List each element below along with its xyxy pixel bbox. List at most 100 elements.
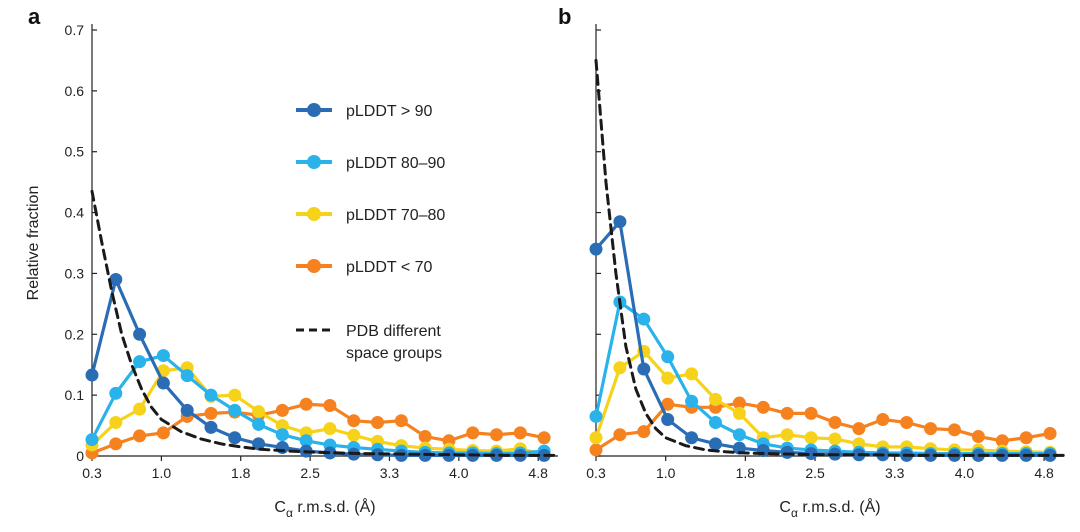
panel-letter: b [558, 4, 571, 29]
series-point [732, 396, 746, 410]
x-tick-label: 1.8 [231, 465, 251, 481]
series-point [1043, 448, 1057, 462]
series-point [971, 430, 985, 444]
series-point [637, 425, 651, 439]
series-point [637, 362, 651, 376]
series-point [299, 434, 313, 448]
x-tick-label: 4.0 [955, 465, 975, 481]
series-point [804, 447, 818, 461]
series-point [780, 406, 794, 420]
y-tick-label: 0.3 [65, 265, 85, 281]
panel-b: b 0.3 1.0 1.8 2.5 3.3 4.0 4.8 Cα r.m.s.d. (Å) [558, 4, 1066, 520]
x-tick-label: 3.3 [885, 465, 905, 481]
x-tick-label: 3.3 [380, 465, 400, 481]
series-point [109, 437, 123, 451]
series-point [589, 242, 603, 256]
y-axis-label: Relative fraction [25, 186, 42, 301]
series-point [876, 412, 890, 426]
legend-swatch-dot [307, 103, 321, 117]
legend-swatch-dot [307, 259, 321, 273]
series-point [109, 416, 123, 430]
series-point [228, 403, 242, 417]
series-point [133, 355, 147, 369]
series-point [637, 312, 651, 326]
series-point [756, 444, 770, 458]
series-point [732, 428, 746, 442]
series-point [228, 431, 242, 445]
x-tick-label: 4.8 [1034, 465, 1054, 481]
legend-swatch-dot [307, 207, 321, 221]
series-point [418, 430, 432, 444]
y-tick-label: 0 [76, 448, 84, 464]
series-point [995, 434, 1009, 448]
series-point [133, 327, 147, 341]
series-point [299, 397, 313, 411]
series-point [661, 412, 675, 426]
series-point [275, 428, 289, 442]
series-point [204, 388, 218, 402]
legend-entry: pLDDT < 70 [346, 259, 433, 276]
x-tick-label: 4.8 [528, 465, 548, 481]
series-point [252, 405, 266, 419]
series-point [109, 273, 123, 287]
series-point [732, 406, 746, 420]
x-tick-label: 0.3 [586, 465, 606, 481]
series-point [323, 422, 337, 436]
x-tick-label: 1.0 [656, 465, 676, 481]
series-point [466, 426, 480, 440]
series-point [1043, 426, 1057, 440]
panel-a: a 0 0.1 0.2 0.3 0.4 0.5 0.6 0.7 0.3 1.0 1.8 2.5 3.3 4.… [25, 4, 560, 520]
series-point [613, 215, 627, 229]
legend-entry: pLDDT 70–80 [346, 207, 445, 224]
legend-swatch-dot [307, 155, 321, 169]
y-tick-label: 0.7 [65, 22, 85, 38]
series-point [513, 426, 527, 440]
series-point [589, 443, 603, 457]
series-point [228, 388, 242, 402]
reference-line [594, 58, 1066, 457]
series-point [85, 433, 99, 447]
x-tick-label: 2.5 [300, 465, 320, 481]
series-point [275, 419, 289, 433]
x-tick-label: 0.3 [82, 465, 102, 481]
series-point [204, 406, 218, 420]
series-point [180, 403, 194, 417]
series-point [133, 402, 147, 416]
legend-reference-line2: space groups [346, 345, 442, 362]
series-point [589, 431, 603, 445]
series-point [156, 376, 170, 390]
series-point [589, 409, 603, 423]
y-tick-label: 0.5 [65, 144, 85, 160]
series-point [537, 431, 551, 445]
series-point [347, 414, 361, 428]
x-axis-label: Cα r.m.s.d. (Å) [779, 497, 880, 520]
series-point [661, 350, 675, 364]
x-tick-label: 1.0 [152, 465, 172, 481]
series-point [204, 420, 218, 434]
series-point [924, 448, 938, 462]
legend-reference-line1: PDB different [346, 323, 441, 340]
series-point [780, 428, 794, 442]
series-point [708, 416, 722, 430]
series-point [661, 397, 675, 411]
series-point [852, 422, 866, 436]
series-point [828, 432, 842, 446]
series-point [685, 367, 699, 381]
series-point [252, 437, 266, 451]
series-point [828, 416, 842, 430]
y-tick-label: 0.6 [65, 83, 85, 99]
x-axis-label: Cα r.m.s.d. (Å) [274, 497, 375, 520]
series-point [804, 431, 818, 445]
series-point [947, 423, 961, 437]
series-point [1019, 431, 1033, 445]
y-tick-label: 0.4 [65, 205, 85, 221]
series-point [109, 386, 123, 400]
series-point [613, 428, 627, 442]
reference-line [90, 189, 560, 457]
x-tick-label: 1.8 [736, 465, 756, 481]
y-tick-label: 0.2 [65, 326, 85, 342]
series-point [252, 417, 266, 431]
series-point [347, 428, 361, 442]
series-point [371, 416, 385, 430]
